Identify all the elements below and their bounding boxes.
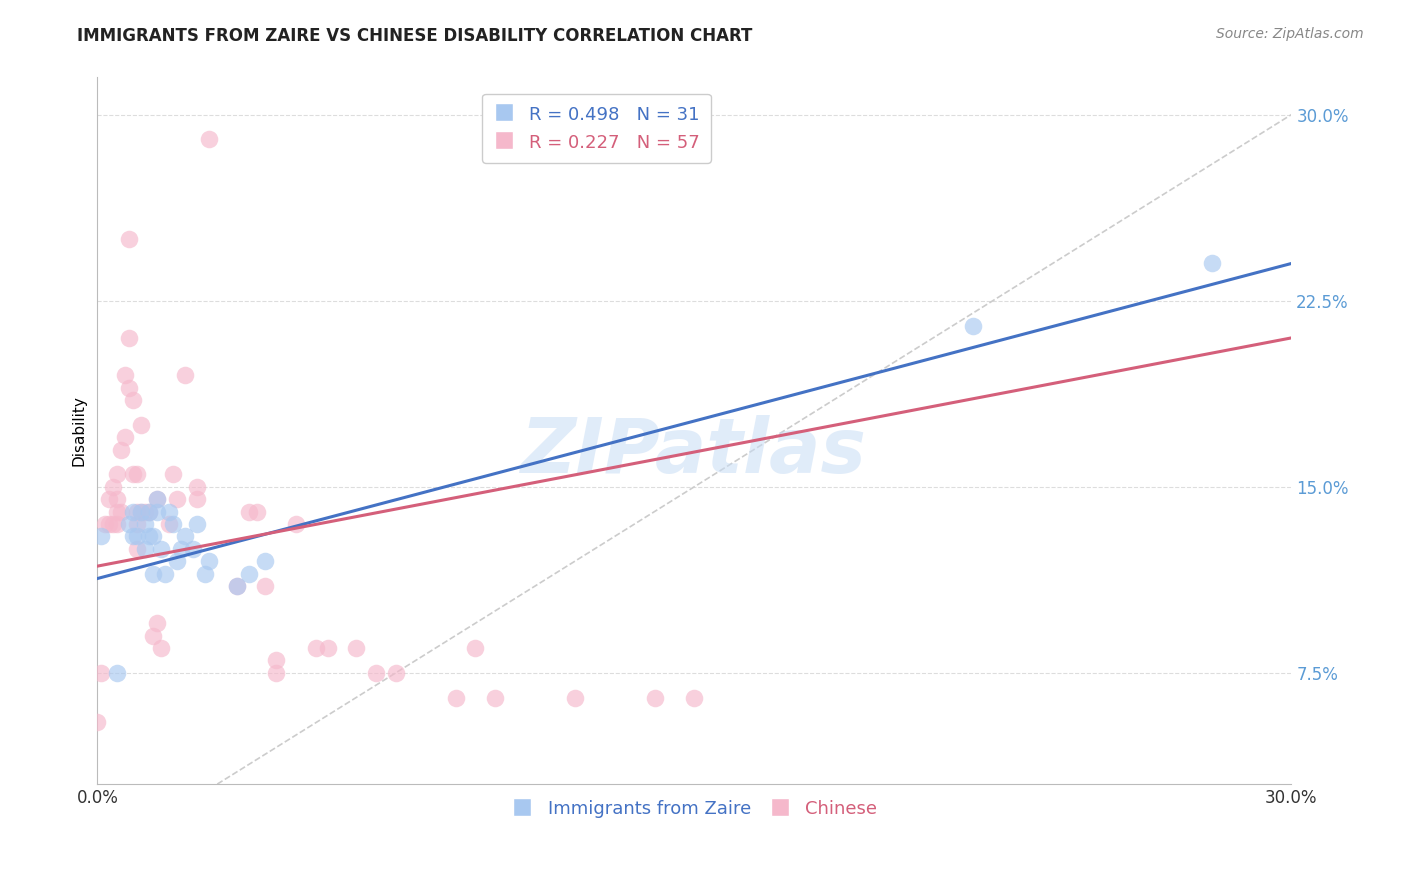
Point xyxy=(114,368,136,383)
Point xyxy=(266,665,288,680)
Point xyxy=(129,504,152,518)
Point xyxy=(181,541,204,556)
Point xyxy=(146,616,169,631)
Point xyxy=(170,541,193,556)
Point xyxy=(644,690,666,705)
Point xyxy=(344,640,367,655)
Point xyxy=(118,331,141,345)
Point xyxy=(127,467,149,482)
Point xyxy=(142,529,165,543)
Point xyxy=(118,380,141,394)
Point xyxy=(105,467,128,482)
Point xyxy=(150,640,173,655)
Point xyxy=(157,516,180,531)
Text: IMMIGRANTS FROM ZAIRE VS CHINESE DISABILITY CORRELATION CHART: IMMIGRANTS FROM ZAIRE VS CHINESE DISABIL… xyxy=(77,27,752,45)
Point xyxy=(118,232,141,246)
Point xyxy=(134,541,156,556)
Point xyxy=(110,442,132,457)
Point xyxy=(225,579,247,593)
Point xyxy=(142,566,165,581)
Point xyxy=(186,516,208,531)
Point xyxy=(122,467,145,482)
Point xyxy=(134,504,156,518)
Point xyxy=(146,492,169,507)
Point xyxy=(464,640,486,655)
Point xyxy=(146,504,169,518)
Point xyxy=(94,516,117,531)
Point xyxy=(197,132,219,146)
Point xyxy=(564,690,586,705)
Point xyxy=(86,715,108,730)
Point xyxy=(238,504,260,518)
Point xyxy=(385,665,408,680)
Point xyxy=(134,516,156,531)
Point xyxy=(122,529,145,543)
Point xyxy=(150,541,173,556)
Point xyxy=(166,492,188,507)
Point xyxy=(142,629,165,643)
Point xyxy=(138,504,160,518)
Point xyxy=(285,516,308,531)
Point xyxy=(103,516,125,531)
Point xyxy=(105,665,128,680)
Point xyxy=(484,690,506,705)
Text: ZIPatlas: ZIPatlas xyxy=(522,415,868,489)
Point xyxy=(127,504,149,518)
Point xyxy=(110,504,132,518)
Point xyxy=(186,492,208,507)
Point xyxy=(138,529,160,543)
Point xyxy=(105,492,128,507)
Point xyxy=(114,430,136,444)
Point xyxy=(253,554,276,568)
Point xyxy=(129,417,152,432)
Point xyxy=(118,516,141,531)
Point xyxy=(225,579,247,593)
Point xyxy=(197,554,219,568)
Point xyxy=(146,492,169,507)
Y-axis label: Disability: Disability xyxy=(72,395,86,467)
Point xyxy=(138,504,160,518)
Point xyxy=(90,665,112,680)
Point xyxy=(162,516,184,531)
Point xyxy=(683,690,706,705)
Point xyxy=(105,516,128,531)
Point xyxy=(127,516,149,531)
Point xyxy=(153,566,176,581)
Point xyxy=(186,480,208,494)
Point xyxy=(364,665,387,680)
Point xyxy=(157,504,180,518)
Point xyxy=(127,529,149,543)
Point xyxy=(98,516,121,531)
Point xyxy=(98,492,121,507)
Point xyxy=(266,653,288,667)
Point xyxy=(105,504,128,518)
Point xyxy=(166,554,188,568)
Point xyxy=(253,579,276,593)
Point xyxy=(444,690,467,705)
Point xyxy=(103,480,125,494)
Point xyxy=(1201,256,1223,270)
Point xyxy=(90,529,112,543)
Legend: Immigrants from Zaire, Chinese: Immigrants from Zaire, Chinese xyxy=(505,792,884,825)
Point xyxy=(174,529,197,543)
Point xyxy=(122,392,145,407)
Point xyxy=(127,541,149,556)
Point xyxy=(122,504,145,518)
Point xyxy=(962,318,984,333)
Point xyxy=(305,640,328,655)
Point xyxy=(174,368,197,383)
Text: Source: ZipAtlas.com: Source: ZipAtlas.com xyxy=(1216,27,1364,41)
Point xyxy=(129,504,152,518)
Point xyxy=(162,467,184,482)
Point xyxy=(245,504,267,518)
Point xyxy=(238,566,260,581)
Point xyxy=(194,566,217,581)
Point xyxy=(316,640,339,655)
